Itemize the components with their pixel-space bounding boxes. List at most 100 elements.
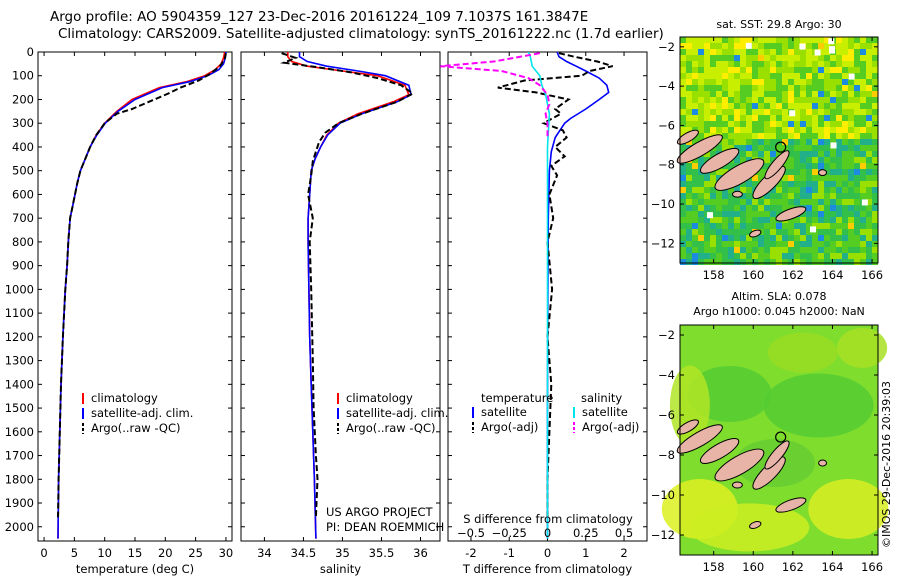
sst-cell bbox=[842, 169, 848, 175]
sst-cell bbox=[704, 49, 710, 55]
sst-cell bbox=[782, 115, 788, 121]
sst-cell bbox=[860, 97, 866, 103]
sst-cell bbox=[848, 247, 854, 253]
sst-cell bbox=[734, 253, 740, 259]
sst-cell bbox=[824, 157, 830, 163]
sst-cell bbox=[842, 37, 848, 43]
sst-cell bbox=[680, 103, 686, 109]
sst-cell bbox=[800, 49, 806, 55]
sst-cell bbox=[848, 67, 854, 73]
sst-cell bbox=[764, 55, 770, 61]
sst-cell bbox=[866, 115, 872, 121]
sst-cell bbox=[824, 205, 830, 211]
sst_map-ytick-label: −4 bbox=[658, 79, 675, 93]
sst-cell bbox=[866, 223, 872, 229]
sst-cell bbox=[782, 73, 788, 79]
sst-cell bbox=[836, 127, 842, 133]
sst-cell bbox=[818, 235, 824, 241]
sst-cell bbox=[836, 43, 842, 49]
sst-cell bbox=[752, 145, 758, 151]
sst-cell bbox=[764, 235, 770, 241]
sst-cell bbox=[686, 235, 692, 241]
sst-cell bbox=[698, 61, 704, 67]
sst-cell bbox=[866, 73, 872, 79]
sst-cell bbox=[764, 133, 770, 139]
sst-cell bbox=[716, 211, 722, 217]
sst-cell bbox=[686, 223, 692, 229]
sst-cell bbox=[848, 49, 854, 55]
sst-cell bbox=[746, 151, 752, 157]
sst-cell bbox=[818, 259, 824, 265]
sst-cell bbox=[692, 61, 698, 67]
sst-cell bbox=[800, 157, 806, 163]
sst-cell bbox=[776, 205, 782, 211]
sst-cell bbox=[770, 199, 776, 205]
sst-cell bbox=[692, 229, 698, 235]
sst-cell bbox=[680, 61, 686, 67]
sst-cell bbox=[788, 139, 794, 145]
sst-cell bbox=[716, 67, 722, 73]
sst-cell bbox=[776, 37, 782, 43]
sst-cell bbox=[818, 157, 824, 163]
sst-cell bbox=[842, 217, 848, 223]
sst-cell bbox=[710, 61, 716, 67]
sst-cell bbox=[794, 37, 800, 43]
sst-cell bbox=[752, 73, 758, 79]
sst-cell bbox=[692, 175, 698, 181]
sst-cell bbox=[872, 163, 878, 169]
sst-cell bbox=[830, 229, 836, 235]
sst-cell bbox=[698, 37, 704, 43]
sst-cell bbox=[830, 55, 836, 61]
sst-cell bbox=[740, 223, 746, 229]
sst-cell bbox=[848, 205, 854, 211]
sst-cell bbox=[770, 55, 776, 61]
sst-cell bbox=[800, 79, 806, 85]
sst-cell bbox=[806, 91, 812, 97]
sst-cell bbox=[842, 73, 848, 79]
sst-cell bbox=[698, 55, 704, 61]
sst-cell bbox=[758, 37, 764, 43]
sst-cell bbox=[770, 235, 776, 241]
sst-cell bbox=[740, 67, 746, 73]
sst-cell bbox=[686, 73, 692, 79]
sst-cell bbox=[824, 67, 830, 73]
sst-cell bbox=[722, 223, 728, 229]
sst-cell bbox=[794, 133, 800, 139]
sst-cell bbox=[812, 37, 818, 43]
sst-cell bbox=[776, 91, 782, 97]
sst-cell bbox=[680, 229, 686, 235]
sst-cell bbox=[776, 133, 782, 139]
sst-cell bbox=[830, 85, 836, 91]
sst-cell bbox=[842, 121, 848, 127]
sst-cell bbox=[698, 163, 704, 169]
sst-cell bbox=[800, 103, 806, 109]
sst-cell bbox=[860, 61, 866, 67]
sst-cell bbox=[788, 175, 794, 181]
sst-cell bbox=[722, 253, 728, 259]
sst-cell bbox=[794, 115, 800, 121]
sst-cell bbox=[764, 49, 770, 55]
sst-cell bbox=[866, 67, 872, 73]
sst-cell bbox=[788, 79, 794, 85]
sst-cell bbox=[722, 73, 728, 79]
sst-cell bbox=[806, 145, 812, 151]
figure-title-line2: Climatology: CARS2009. Satellite-adjuste… bbox=[58, 26, 664, 42]
sst-cell bbox=[698, 181, 704, 187]
sst-cell bbox=[836, 103, 842, 109]
sst-cell bbox=[764, 253, 770, 259]
sst-cell bbox=[758, 253, 764, 259]
sst_map-ytick-label: −12 bbox=[651, 236, 675, 250]
sst-cell bbox=[770, 49, 776, 55]
sst-cell bbox=[872, 205, 878, 211]
island-shape bbox=[818, 459, 828, 467]
sst-map-panel: 158 160 162 164 166 −2 −4 −6 −8 −10 −12 sat. SST: 2… bbox=[651, 18, 883, 282]
sst-cell bbox=[746, 49, 752, 55]
sst-cell bbox=[818, 175, 824, 181]
sst-cell bbox=[818, 103, 824, 109]
sst-cell bbox=[842, 235, 848, 241]
temperature-ytick-label: 1500 bbox=[5, 401, 34, 415]
sst-cell bbox=[776, 79, 782, 85]
sst-cell bbox=[692, 43, 698, 49]
sst-cell bbox=[866, 139, 872, 145]
island-shape bbox=[775, 206, 807, 222]
